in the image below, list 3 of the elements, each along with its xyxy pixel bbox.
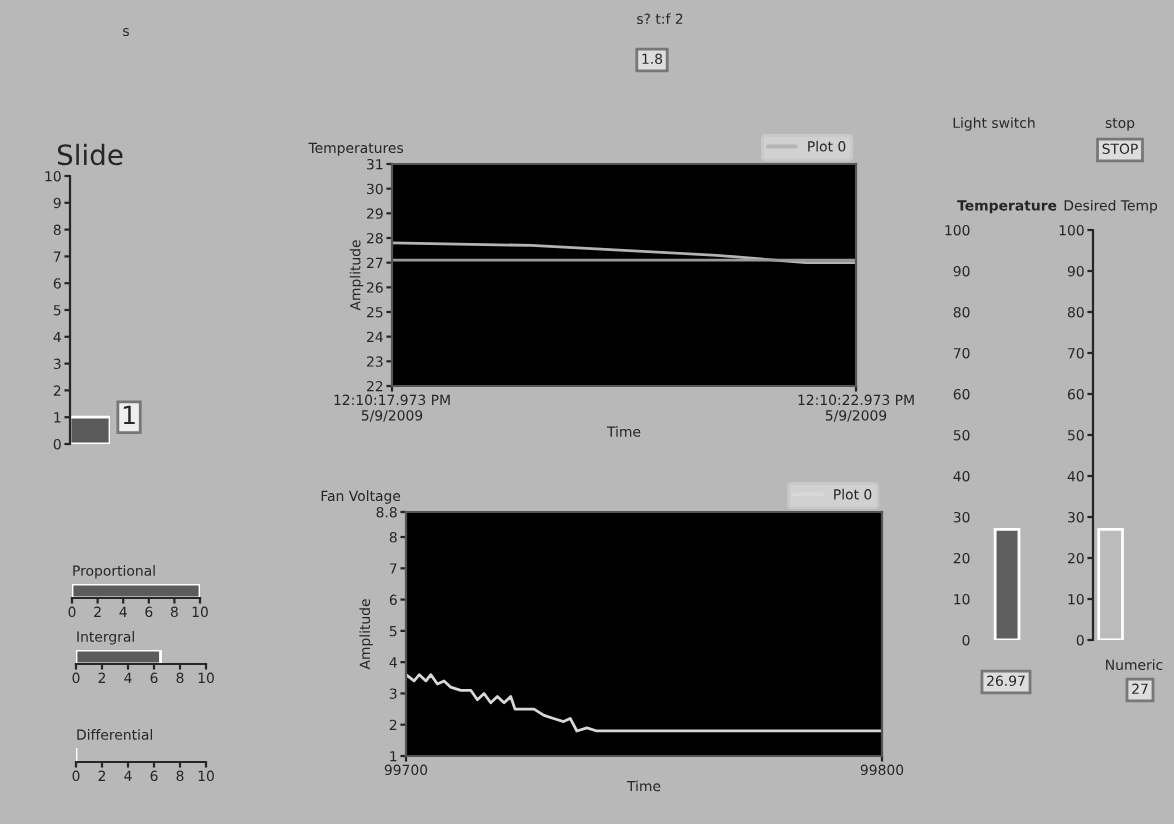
line-series (406, 673, 882, 733)
data-label: 1 (123, 405, 135, 425)
chart-title: Slide (57, 143, 123, 166)
